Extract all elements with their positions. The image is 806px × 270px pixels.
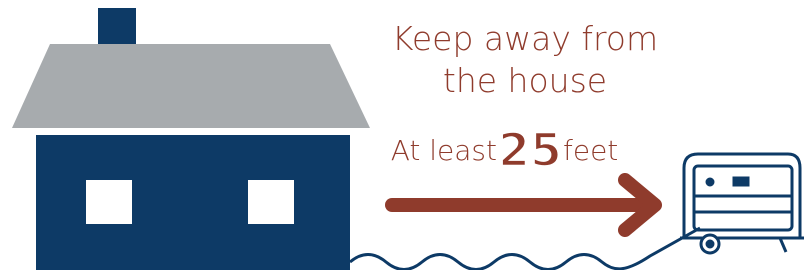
house	[12, 8, 370, 270]
house-body	[36, 135, 350, 270]
distance-prefix: At least	[391, 134, 497, 167]
arrow	[392, 180, 655, 230]
roof	[12, 44, 370, 128]
heading-line: the house	[443, 61, 607, 100]
page: {"heading": {"lines": ["Keep away from",…	[0, 0, 806, 270]
distance-number: 25	[498, 123, 562, 177]
heading-line: Keep away from	[392, 19, 658, 58]
generator	[680, 154, 804, 253]
distance-unit: feet	[563, 134, 618, 167]
cable	[350, 228, 700, 270]
illustration: Keep away from the house At least 25 fee…	[0, 0, 806, 270]
window	[86, 180, 132, 224]
window	[248, 180, 294, 224]
